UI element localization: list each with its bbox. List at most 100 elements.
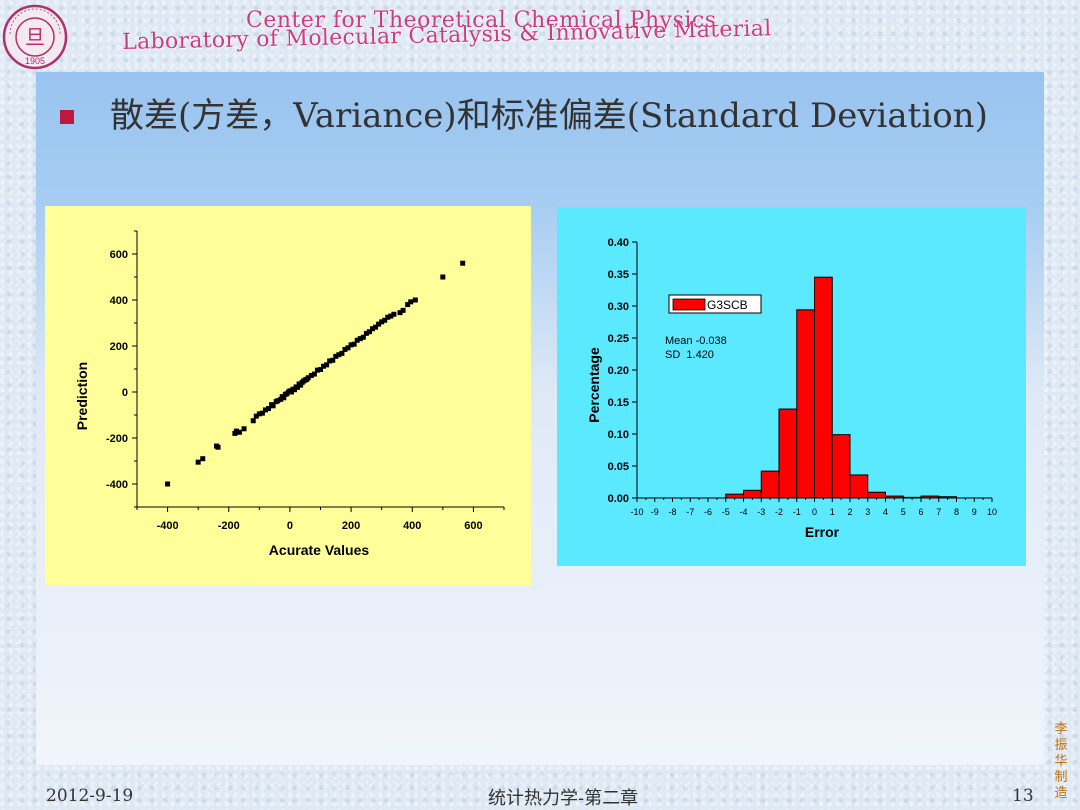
scatter-point <box>241 426 247 432</box>
scatter-point <box>366 329 372 335</box>
scatter-point <box>165 481 171 487</box>
scatter-point <box>405 302 411 308</box>
scatter-point <box>460 260 466 266</box>
scatter-point <box>440 274 446 280</box>
legend-label: G3SCB <box>707 298 748 312</box>
scatter-y-tick-label: 0 <box>122 387 128 399</box>
scatter-point <box>351 341 357 347</box>
histogram-y-tick-label: 0.15 <box>608 397 629 409</box>
scatter-point <box>385 314 391 320</box>
scatter-y-tick-label: -400 <box>106 479 128 491</box>
scatter-point <box>270 403 276 409</box>
scatter-point <box>388 313 394 319</box>
scatter-point <box>360 334 366 340</box>
scatter-point <box>298 382 304 388</box>
scatter-chart: -400 -200 0 200 400 600 -400 -200 0 200 400 600 Acu… <box>74 230 505 558</box>
scatter-point <box>333 353 339 359</box>
histogram-bar <box>885 495 904 499</box>
histogram-bar <box>760 470 780 499</box>
scatter-point <box>308 372 314 378</box>
histogram-bar <box>920 495 940 499</box>
histogram-y-tick-label: 0.20 <box>608 365 629 377</box>
histogram-y-tick-label: 0.00 <box>608 493 629 505</box>
scatter-point <box>345 345 351 351</box>
author-stamp: 李振华制造 <box>1054 722 1068 801</box>
histogram-y-tick-label: 0.35 <box>608 269 629 281</box>
scatter-point <box>250 418 256 424</box>
scatter-chart-panel: -400 -200 0 200 400 600 -400 -200 0 200 400 600 Acu… <box>45 206 531 586</box>
histogram-x-tick-label: -9 <box>651 507 659 517</box>
histogram-x-tick-label: 3 <box>865 507 870 517</box>
scatter-point <box>288 389 294 395</box>
scatter-point <box>339 350 345 356</box>
scatter-point <box>275 398 281 404</box>
scatter-point <box>354 337 360 343</box>
histogram-x-tick-label: -2 <box>775 507 783 517</box>
slide-title: 散差(方差，Variance)和标准偏差(Standard Deviation) <box>110 96 988 136</box>
scatter-point <box>318 366 323 372</box>
histogram-bar <box>902 496 922 499</box>
scatter-point <box>382 317 388 323</box>
legend-swatch <box>672 298 706 311</box>
scatter-point <box>379 319 385 325</box>
histogram-bars <box>725 276 957 499</box>
histogram-bar <box>743 489 762 499</box>
slide-header: 旦 1905 Center for Theoretical Chemical P… <box>0 0 1080 72</box>
histogram-bar <box>938 496 957 499</box>
scatter-x-tick-label: 200 <box>342 520 360 532</box>
histogram-x-axis-label: Error <box>805 524 840 540</box>
histogram-bar <box>831 434 851 499</box>
svg-text:旦: 旦 <box>25 27 45 49</box>
histogram-bar <box>849 474 869 499</box>
scatter-point <box>324 362 330 368</box>
laboratory-name: Laboratory of Molecular Catalysis & Inno… <box>122 16 772 55</box>
scatter-point <box>376 321 382 327</box>
scatter-point <box>305 375 311 381</box>
histogram-x-tick-label: 0 <box>812 507 817 517</box>
histogram-x-tick-label: 7 <box>936 507 941 517</box>
histogram-bar <box>725 493 744 499</box>
scatter-x-tick-label: 400 <box>403 520 421 532</box>
scatter-point <box>236 429 242 435</box>
scatter-point <box>330 357 336 363</box>
scatter-point <box>400 307 406 313</box>
scatter-y-tick-label: 400 <box>110 295 128 307</box>
histogram-bar <box>814 276 833 499</box>
histogram-x-tick-label: -10 <box>630 507 643 517</box>
histogram-bar <box>867 491 886 499</box>
scatter-point <box>262 407 268 413</box>
scatter-point <box>278 396 284 402</box>
histogram-chart: -10 -9 -8 -7 -6 -5 -4 -3 -2 -1 0 1 2 3 4 5 6 7 8 9 100.000.0… <box>586 237 997 540</box>
histogram-y-tick-label: 0.30 <box>608 301 629 313</box>
scatter-x-axis-label: Acurate Values <box>269 542 370 558</box>
histogram-x-tick-label: 1 <box>830 507 835 517</box>
scatter-points <box>165 260 466 487</box>
histogram-x-tick-label: 9 <box>972 507 977 517</box>
center-name: Center for Theoretical Chemical Physics <box>246 8 717 33</box>
stats-mean: Mean -0.038 <box>665 335 727 347</box>
histogram-chart-panel: -10 -9 -8 -7 -6 -5 -4 -3 -2 -1 0 1 2 3 4 5 6 7 8 9 10 0.00 0.0… <box>557 207 1026 566</box>
scatter-point <box>259 410 265 416</box>
scatter-point <box>391 311 397 317</box>
histogram-y-tick-label: 0.40 <box>608 237 629 249</box>
scatter-point <box>408 299 414 305</box>
scatter-y-tick-label: 600 <box>110 249 128 261</box>
histogram-bar <box>778 408 798 499</box>
scatter-point <box>266 406 272 412</box>
histogram-x-tick-label: -5 <box>722 507 730 517</box>
histogram-x-tick-label: 8 <box>954 507 959 517</box>
scatter-y-tick-label: 200 <box>110 341 128 353</box>
scatter-point <box>373 324 379 330</box>
svg-text:1905: 1905 <box>25 56 45 66</box>
scatter-point <box>292 387 298 393</box>
scatter-point <box>348 342 354 348</box>
title-bullet-icon <box>60 110 74 124</box>
scatter-point <box>369 326 375 332</box>
scatter-point <box>253 413 259 419</box>
scatter-x-tick-label: 600 <box>464 520 482 532</box>
histogram-x-tick-label: -3 <box>757 507 765 517</box>
histogram-y-tick-label: 0.10 <box>608 429 629 441</box>
scatter-point <box>327 358 333 364</box>
scatter-point <box>200 456 206 462</box>
scatter-point <box>412 297 418 303</box>
